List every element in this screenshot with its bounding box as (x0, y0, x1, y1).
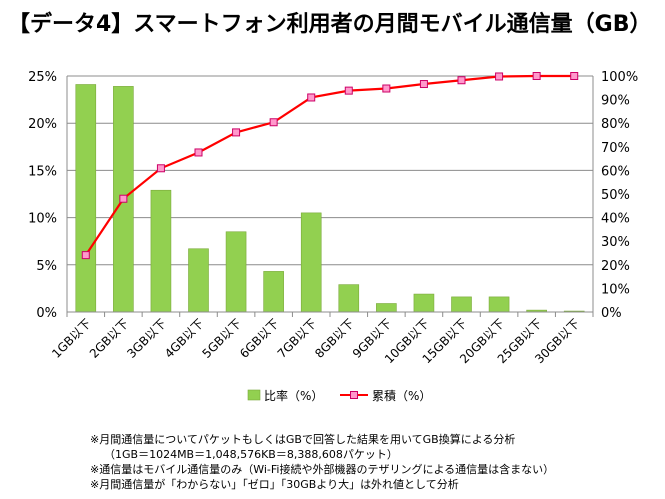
cumulative-line-path (84, 74, 575, 256)
cumulative-marker (570, 72, 579, 80)
x-tick-label: 2GB以下 (87, 316, 132, 361)
bar (300, 212, 322, 313)
x-tick-label: 6GB以下 (237, 316, 282, 361)
cumulative-marker (495, 72, 504, 81)
legend-bar-label: 比率（%） (264, 388, 323, 403)
y-right-tick-label: 90% (601, 94, 630, 109)
cumulative-marker (194, 148, 203, 157)
y-left-tick-label: 5% (36, 259, 57, 274)
legend-line-marker (350, 391, 358, 399)
bar (225, 231, 247, 313)
bar (488, 296, 510, 313)
cumulative-marker (307, 93, 316, 102)
y-right-tick-label: 20% (601, 259, 630, 274)
y-right-tick-label: 0% (601, 306, 622, 321)
y-left-tick-label: 10% (28, 212, 57, 227)
y-right-tick-label: 30% (601, 235, 630, 250)
y-right-tick-label: 100% (601, 70, 638, 85)
chart-title: 【データ4】スマートフォン利用者の月間モバイル通信量（GB） (8, 12, 652, 37)
bars (75, 84, 585, 313)
footnotes: ※月間通信量についてパケットもしくはGBで回答した結果を用いてGB換算による分析… (90, 432, 554, 492)
bar (188, 248, 209, 313)
cumulative-marker (419, 80, 428, 89)
cumulative-marker (81, 251, 90, 260)
bar (376, 303, 397, 313)
y-right-tick-label: 40% (601, 212, 630, 227)
gridlines (67, 75, 593, 266)
y-right-tick-label: 50% (601, 188, 630, 203)
footnote-4: ※月間通信量が「わからない」「ゼロ」「30GBより大」は外れ値として分析 (90, 478, 459, 491)
y-right-tick-label: 60% (601, 164, 630, 179)
y-left-tick-label: 0% (36, 306, 57, 321)
x-tick-label: 4GB以下 (162, 316, 207, 361)
y-left-tick-label: 20% (28, 117, 57, 132)
cumulative-marker (232, 128, 241, 137)
footnote-1: ※月間通信量についてパケットもしくはGBで回答した結果を用いてGB換算による分析 (90, 433, 516, 446)
bar (150, 189, 172, 313)
bar (338, 284, 360, 313)
cumulative-marker (382, 84, 391, 93)
cumulative-line (81, 72, 579, 260)
y-right-tick-label: 10% (601, 282, 630, 297)
x-tick-label: 3GB以下 (124, 316, 169, 361)
cumulative-marker (269, 118, 278, 127)
legend-line-label: 累積（%） (372, 388, 431, 403)
footnote-3: ※通信量はモバイル通信量のみ（Wi-Fi接続や外部機器のテザリングによる通信量は… (90, 463, 555, 476)
y-right-tick-label: 70% (601, 141, 630, 156)
x-tick-label: 1GB以下 (49, 316, 94, 361)
bar (413, 293, 435, 313)
x-tick-label: 5GB以下 (200, 316, 245, 361)
cumulative-marker (156, 164, 165, 173)
y-right-tick-label: 80% (601, 117, 630, 132)
bar (75, 84, 97, 313)
cumulative-marker (457, 76, 466, 85)
bar (451, 296, 472, 313)
x-tick-label: 8GB以下 (312, 316, 357, 361)
y-left-tick-label: 25% (28, 70, 57, 85)
bar (263, 271, 284, 313)
cumulative-marker (344, 86, 353, 95)
footnote-2: （1GB＝1024MB＝1,048,576KB＝8,388,608パケット） (104, 448, 398, 461)
cumulative-marker (119, 194, 128, 203)
cumulative-marker (532, 72, 541, 80)
x-tick-label: 7GB以下 (275, 316, 320, 361)
y-left-tick-label: 15% (28, 164, 57, 179)
legend: 比率（%） 累積（%） (247, 388, 431, 403)
legend-bar-swatch (247, 389, 261, 401)
